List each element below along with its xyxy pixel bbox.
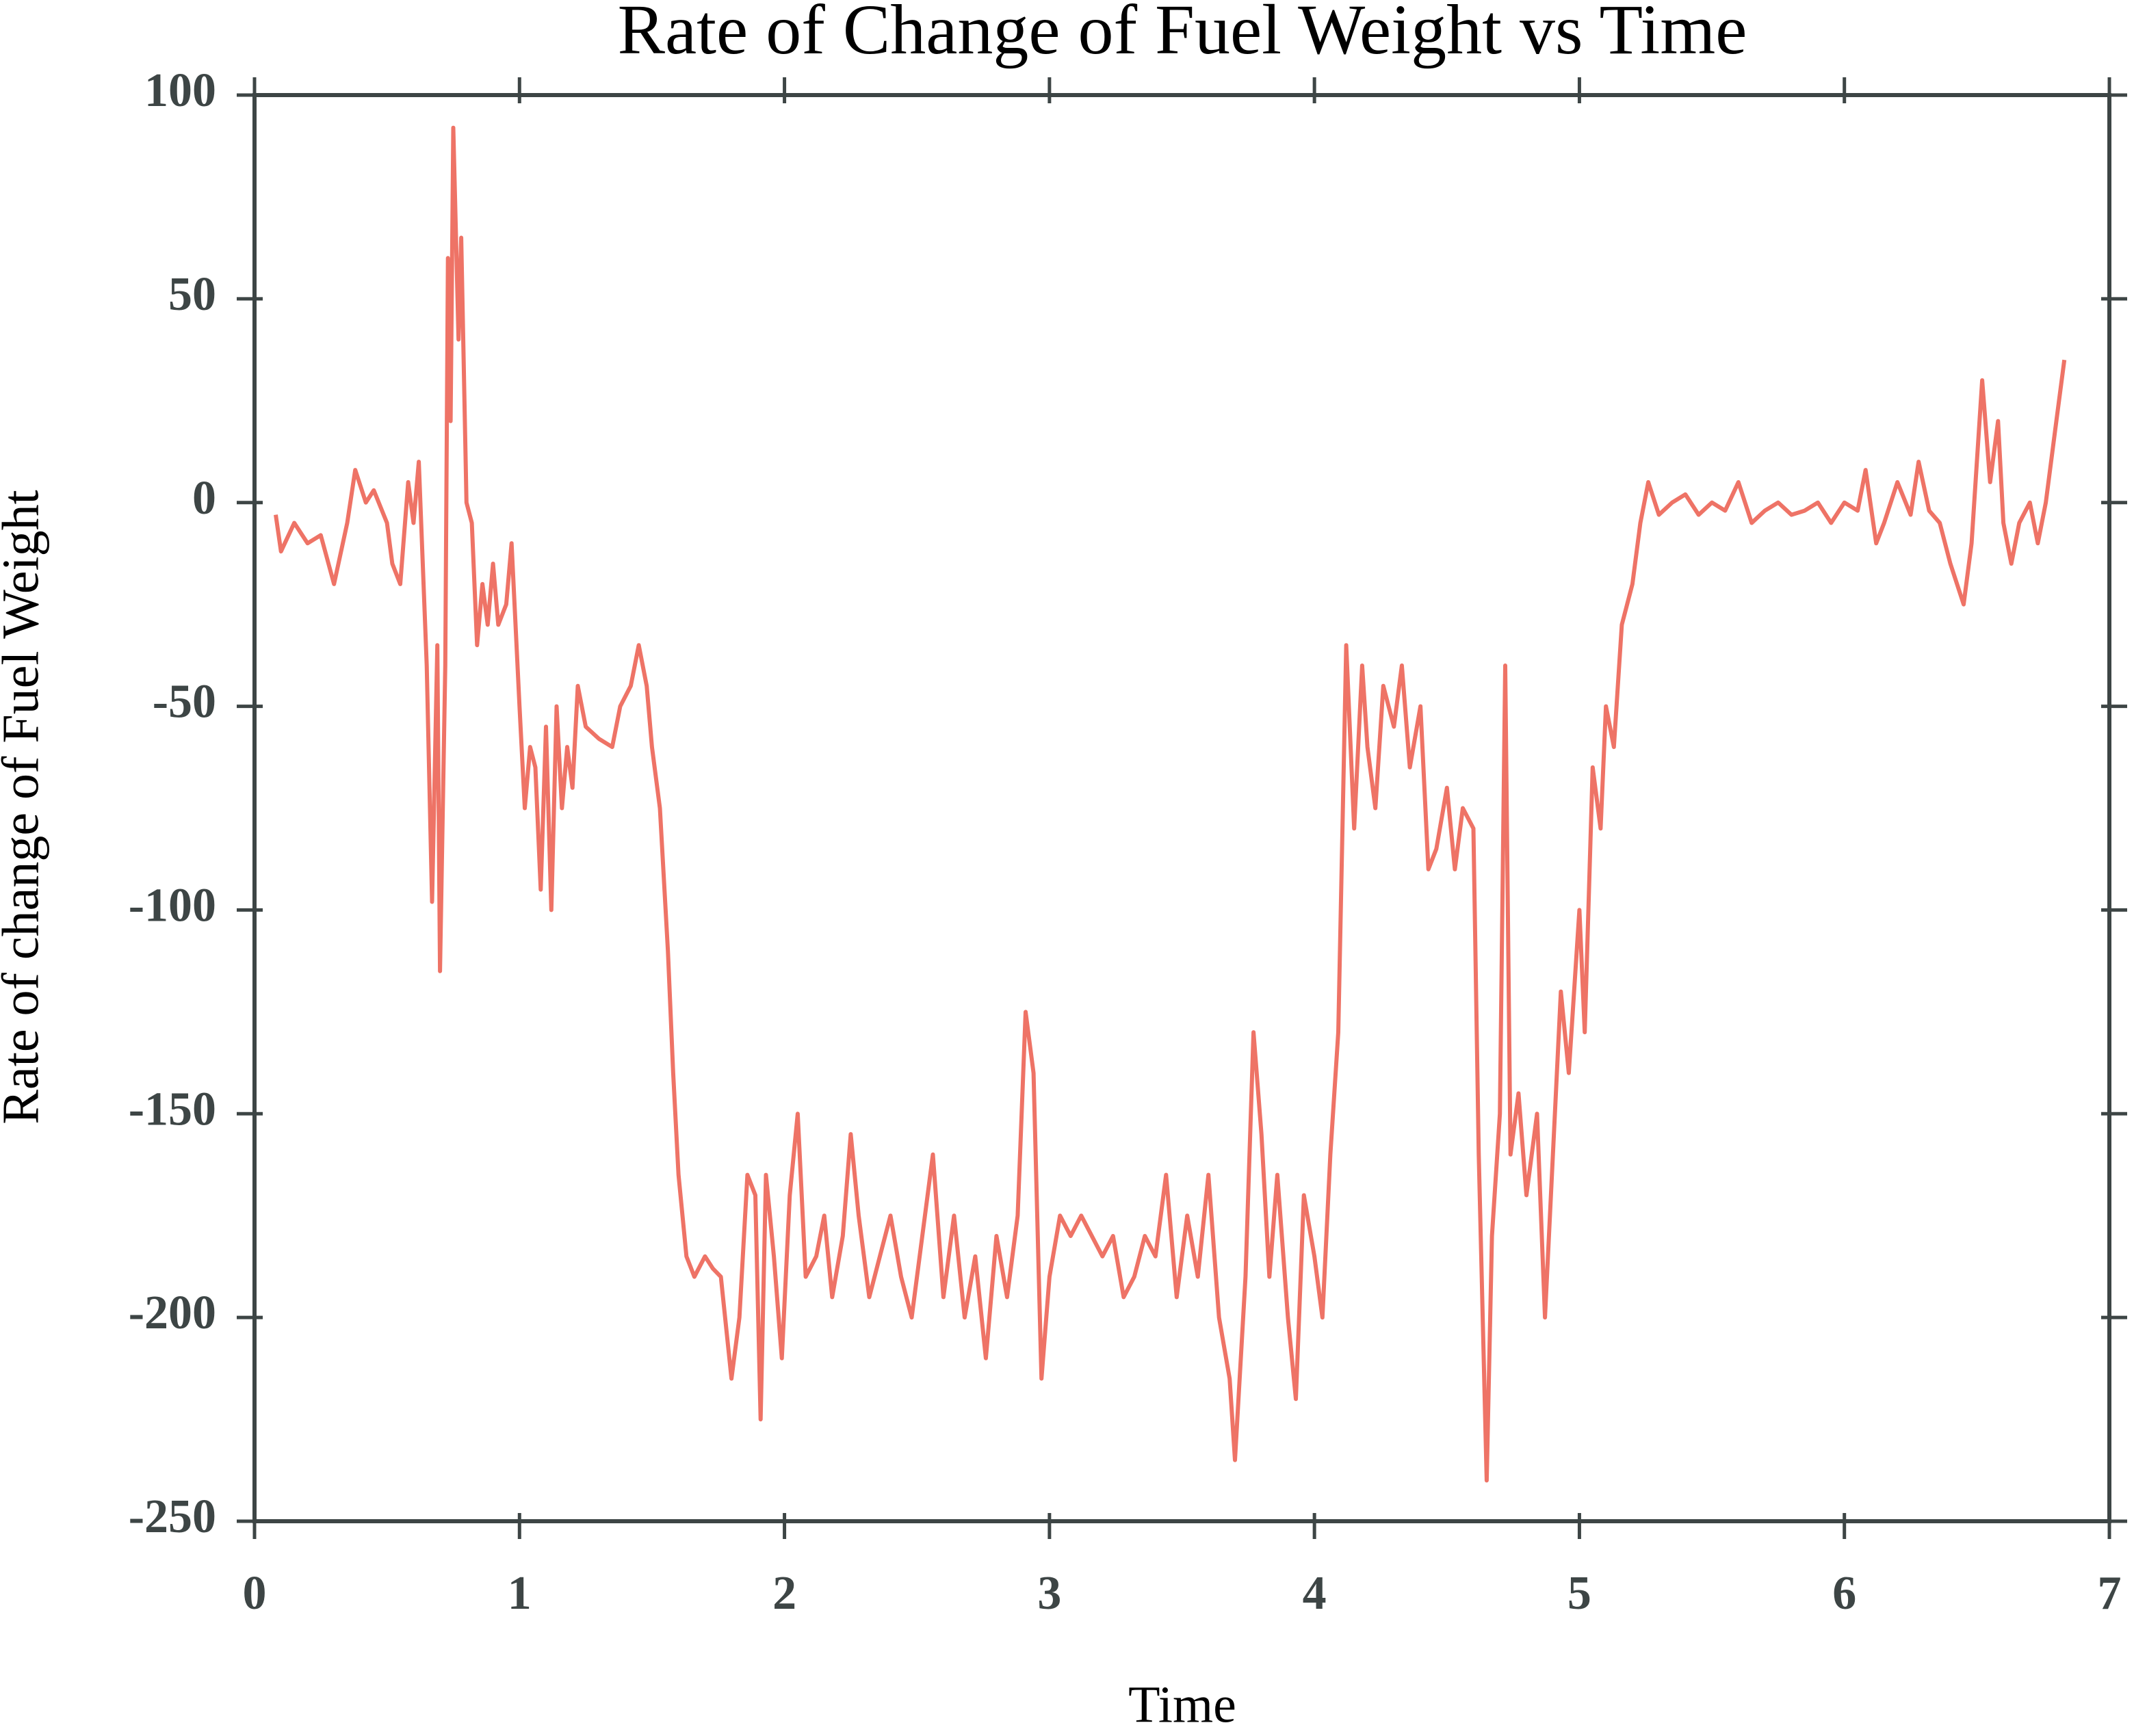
y-tick-label: 50 (168, 268, 216, 321)
data-line (274, 125, 2067, 1483)
y-axis-label: Rate of change of Fuel Weight (0, 490, 49, 1124)
x-axis-label: Time (1128, 1676, 1236, 1733)
x-tick-label: 3 (1037, 1567, 1061, 1620)
x-tick-label: 0 (243, 1567, 267, 1620)
y-tick-label: -250 (129, 1490, 216, 1543)
y-tick-label: -50 (153, 676, 216, 728)
x-tick-label: 1 (508, 1567, 532, 1620)
x-tick-label: 5 (1567, 1567, 1591, 1620)
plot-frame (252, 93, 2111, 1523)
x-tick-label: 7 (2098, 1567, 2122, 1620)
x-tick-label: 4 (1303, 1567, 1327, 1620)
x-tick-label: 6 (1832, 1567, 1856, 1620)
chart-title: Rate of Change of Fuel Weight vs Time (618, 0, 1747, 69)
y-tick-label: -100 (129, 879, 216, 932)
y-tick-label: -200 (129, 1287, 216, 1339)
y-tick-label: 0 (192, 472, 216, 525)
x-tick-label: 2 (772, 1567, 796, 1620)
y-tick-label: -150 (129, 1083, 216, 1135)
y-tick-label: 100 (144, 64, 216, 117)
